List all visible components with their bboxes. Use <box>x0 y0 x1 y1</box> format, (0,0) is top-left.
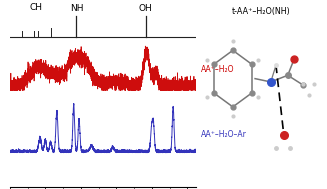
Text: CH: CH <box>30 3 43 12</box>
Text: NH: NH <box>70 4 83 13</box>
Text: t-AA⁺–H₂O(NH): t-AA⁺–H₂O(NH) <box>232 7 291 16</box>
Text: AA⁺–H₂O: AA⁺–H₂O <box>201 65 234 74</box>
Text: OH: OH <box>139 4 152 13</box>
Text: AA⁺–H₂O–Ar: AA⁺–H₂O–Ar <box>201 130 247 139</box>
